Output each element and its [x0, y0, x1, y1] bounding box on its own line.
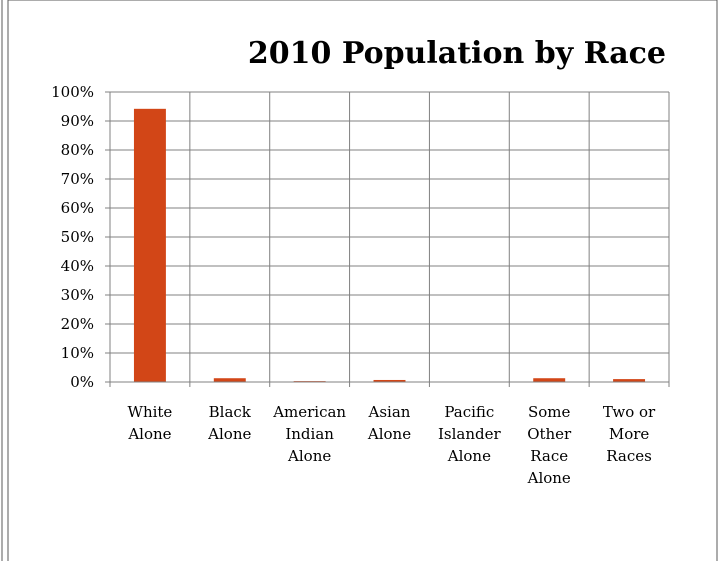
- y-tick-label: 90%: [61, 112, 94, 130]
- y-tick-label: 50%: [61, 228, 94, 246]
- category-label: American Indian Alone: [272, 403, 346, 465]
- y-tick-label: 20%: [61, 315, 94, 333]
- category-label: White Alone: [127, 403, 172, 443]
- y-tick-label: 80%: [61, 141, 94, 159]
- y-tick-label: 30%: [61, 286, 94, 304]
- category-label: Black Alone: [207, 403, 252, 443]
- category-label: Asian Alone: [367, 403, 411, 443]
- y-tick-label: 0%: [70, 373, 94, 391]
- category-label: Two or More Races: [603, 403, 656, 465]
- bar: [613, 379, 646, 382]
- y-tick-labels: 0% 10% 20% 30% 40% 50% 60% 70% 80% 90% 100%: [51, 83, 94, 391]
- chart-title: 2010 Population by Race: [248, 36, 666, 71]
- gridlines: [110, 91, 670, 382]
- bars: [133, 108, 646, 382]
- y-tick-label: 100%: [51, 83, 94, 101]
- bar: [213, 378, 246, 382]
- y-tick-label: 40%: [61, 257, 94, 275]
- y-tick-label: 10%: [61, 344, 94, 362]
- bar: [373, 379, 406, 382]
- category-labels: White Alone Black Alone American Indian Alone A…: [127, 403, 656, 487]
- y-tick-label: 60%: [61, 199, 94, 217]
- axes: [105, 91, 670, 387]
- bar: [133, 108, 166, 382]
- y-tick-label: 70%: [61, 170, 94, 188]
- category-label: Pacific Islander Alone: [438, 403, 502, 465]
- bar: [533, 378, 566, 382]
- category-label: Some Other Race Alone: [527, 403, 572, 487]
